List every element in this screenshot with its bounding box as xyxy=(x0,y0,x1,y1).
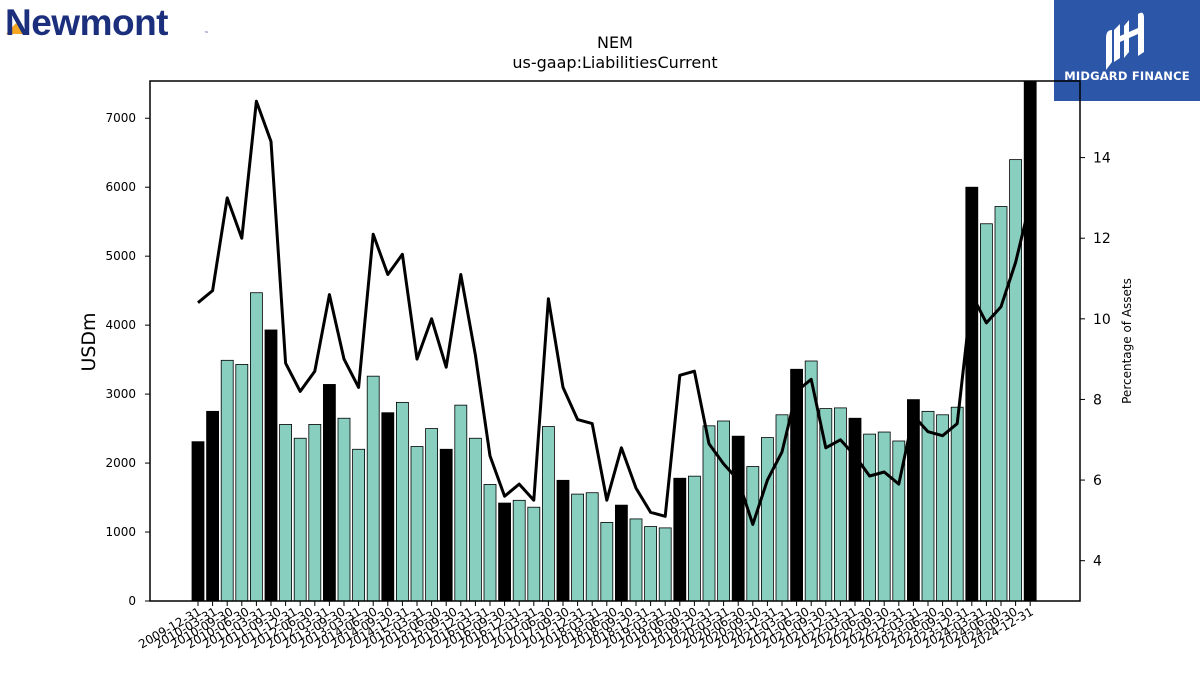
bar xyxy=(322,384,336,602)
y-tick-label: 0 xyxy=(128,594,136,608)
bar xyxy=(658,527,672,602)
bar xyxy=(688,475,701,602)
bar xyxy=(863,433,876,602)
bar-series xyxy=(191,80,1037,602)
bar xyxy=(936,414,949,602)
chart-subtitle: us-gaap:LiabilitiesCurrent xyxy=(512,53,717,72)
bar xyxy=(585,492,599,602)
logo-trademark-mark: ™ xyxy=(204,31,209,37)
plot-frame xyxy=(149,80,1081,602)
bar xyxy=(746,466,760,602)
bar xyxy=(994,206,1008,602)
bar xyxy=(425,428,439,602)
y2-tick-label: 8 xyxy=(1093,392,1102,408)
bar xyxy=(761,437,774,602)
bar xyxy=(571,493,584,602)
logo-triangle-icon xyxy=(6,23,26,34)
bar xyxy=(249,292,263,602)
bar xyxy=(366,375,380,602)
bar xyxy=(498,502,512,602)
y-tick-label: 1000 xyxy=(105,525,136,539)
bar xyxy=(819,408,833,602)
bar xyxy=(395,401,409,602)
y2-tick-label: 6 xyxy=(1093,473,1102,489)
y2-tick-label: 14 xyxy=(1093,151,1111,167)
bar xyxy=(921,410,935,602)
bar xyxy=(1023,80,1037,602)
y-tick-label: 6000 xyxy=(105,180,136,194)
y-tick-label: 5000 xyxy=(105,249,136,263)
bar xyxy=(220,359,234,602)
y-tick-label: 4000 xyxy=(105,318,136,332)
bar xyxy=(410,446,424,602)
bar xyxy=(352,448,366,602)
brand-badge: MIDGARD FINANCE xyxy=(1054,0,1200,101)
y-axis-label: USDm xyxy=(78,312,100,371)
bar xyxy=(279,424,293,602)
bar xyxy=(293,437,307,602)
bar xyxy=(308,424,322,602)
bar xyxy=(527,506,541,602)
bar xyxy=(629,518,643,602)
brand-badge-label: MIDGARD FINANCE xyxy=(1064,69,1190,83)
bar xyxy=(644,526,657,602)
percentage-line xyxy=(197,99,1032,526)
y2-tick-label: 12 xyxy=(1093,231,1111,247)
bar xyxy=(600,521,614,602)
bar xyxy=(965,186,979,602)
x-axis: 2009-12-312010-03-312010-09-302010-06-30… xyxy=(136,601,1036,651)
bar xyxy=(235,364,249,602)
line-series xyxy=(197,99,1032,526)
bar xyxy=(848,417,862,602)
bar xyxy=(191,441,205,602)
bar xyxy=(731,435,745,602)
y-tick-label: 2000 xyxy=(105,456,136,470)
chart-title: NEM xyxy=(597,33,633,52)
bar xyxy=(556,479,570,602)
bar xyxy=(454,404,468,602)
bar xyxy=(381,412,395,602)
bar xyxy=(834,407,847,602)
bar xyxy=(468,437,482,602)
y-axis-right: 4 6 8 10 12 14 xyxy=(1080,151,1111,570)
bar xyxy=(337,417,351,602)
bar xyxy=(950,406,964,602)
bar xyxy=(264,329,278,602)
bar xyxy=(717,420,730,602)
bar xyxy=(775,414,789,602)
midgard-logo-icon xyxy=(1106,12,1144,70)
logo-wordmark: Newmont xyxy=(5,4,168,43)
company-logo: Newmont ™ xyxy=(5,4,209,43)
bar xyxy=(980,223,993,602)
bar xyxy=(615,504,628,602)
bar xyxy=(206,410,220,602)
bar xyxy=(439,448,453,602)
bar xyxy=(877,431,891,602)
y-axis-left: 0 1000 2000 3000 4000 5000 6000 7000 xyxy=(105,111,150,608)
bar xyxy=(673,477,687,602)
y-tick-label: 7000 xyxy=(105,111,136,125)
bar xyxy=(1009,159,1022,602)
y2-tick-label: 4 xyxy=(1093,554,1102,570)
bar xyxy=(542,426,555,602)
bar xyxy=(483,484,497,602)
bar xyxy=(512,499,526,602)
y-tick-label: 3000 xyxy=(105,387,136,401)
y2-tick-label: 10 xyxy=(1093,312,1111,328)
y2-axis-label: Percentage of Assets xyxy=(1120,278,1134,404)
